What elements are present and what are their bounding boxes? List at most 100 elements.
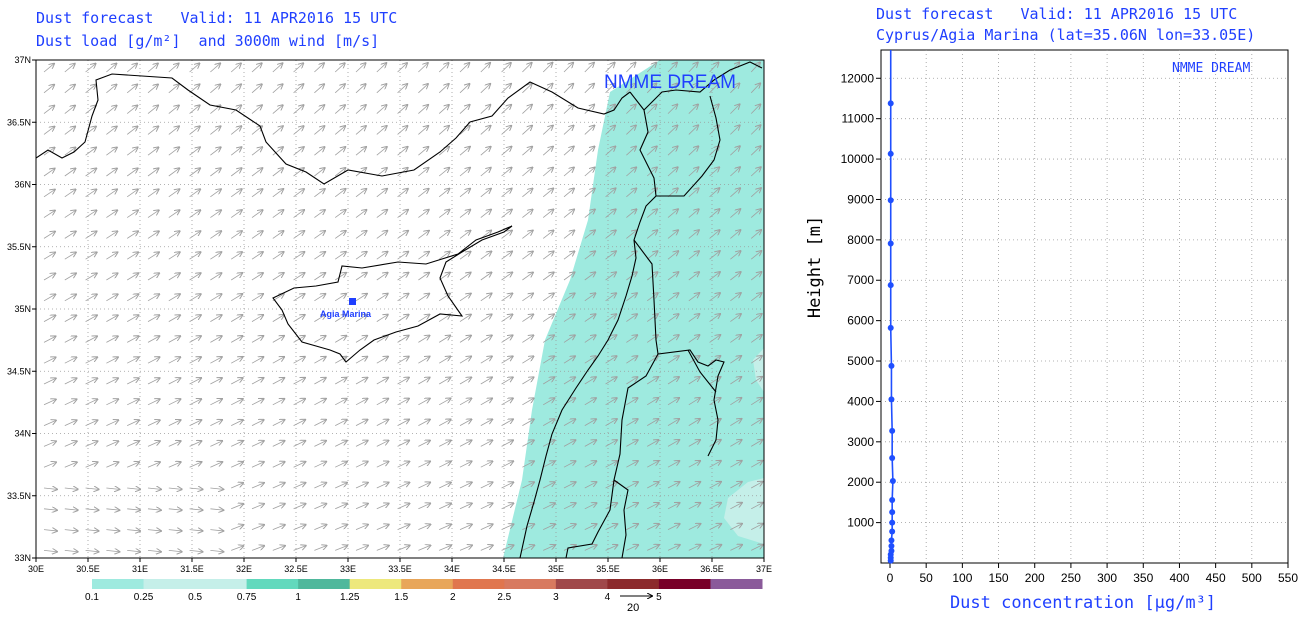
syria-turkey-border [643, 61, 763, 111]
wind-arrow [64, 169, 76, 177]
map-title-line1: Dust forecast Valid: 11 APR2016 15 UTC [36, 9, 398, 27]
wind-arrows-layer [43, 62, 763, 551]
wind-arrow [272, 399, 285, 406]
wind-arrow [147, 399, 160, 406]
wind-arrow [438, 105, 449, 114]
wind-arrow [750, 419, 762, 426]
wind-arrow [688, 209, 699, 218]
wind-arrow [709, 482, 721, 489]
wind-arrow [210, 509, 223, 510]
wind-arrow [106, 399, 118, 406]
wind-arrow [210, 315, 221, 322]
wind-arrow [750, 272, 761, 281]
wind-arrow [438, 273, 450, 281]
colorbar-label: 2.5 [497, 592, 511, 603]
colorbar-label: 0.75 [237, 592, 257, 603]
wind-arrow [730, 230, 740, 239]
wind-arrow [397, 189, 408, 198]
wind-arrow [189, 336, 201, 343]
wind-arrow [418, 189, 428, 198]
wind-arrow [688, 545, 701, 551]
map-lon-label: 30.5E [76, 564, 100, 574]
wind-arrow [480, 524, 493, 530]
wind-arrow [335, 357, 346, 364]
wind-arrow [418, 126, 428, 135]
wind-arrow [605, 272, 616, 281]
wind-arrow [542, 189, 553, 198]
wind-arrow [418, 419, 429, 426]
wind-arrow [438, 147, 449, 156]
wind-arrow [626, 482, 638, 489]
wind-arrow [501, 210, 512, 218]
wind-arrow [501, 524, 514, 530]
wind-arrow [750, 146, 760, 156]
wind-arrow [543, 461, 555, 468]
wind-arrow [750, 230, 761, 239]
wind-arrow [667, 167, 678, 177]
wind-arrow [230, 189, 242, 198]
wind-arrow [64, 252, 76, 260]
wind-arrow [605, 545, 618, 551]
wind-arrow [43, 530, 57, 531]
wind-arrow [272, 189, 283, 198]
wind-arrow [126, 147, 137, 156]
wind-arrow [272, 84, 283, 94]
wind-arrow [272, 504, 285, 510]
wind-arrow [85, 509, 99, 510]
map-lon-label: 32E [236, 564, 252, 574]
wind-arrow [667, 104, 677, 114]
wind-arrow [647, 524, 659, 530]
profile-y-tick-label: 11000 [842, 112, 875, 126]
wind-arrow [355, 189, 366, 198]
wind-arrow [230, 210, 242, 218]
wind-arrow [480, 63, 490, 73]
wind-arrow [293, 231, 305, 239]
wind-arrow [64, 273, 76, 281]
wind-arrow [85, 168, 97, 177]
wind-arrow [251, 210, 263, 218]
wind-arrow [210, 441, 222, 447]
wind-arrow [127, 315, 138, 322]
wind-arrow [85, 315, 97, 322]
wind-arrow [168, 420, 181, 426]
wind-arrow [376, 462, 389, 468]
wind-arrow [210, 189, 221, 198]
wind-arrow [480, 398, 492, 406]
wind-arrow [646, 419, 658, 426]
map-lon-label: 37E [756, 564, 772, 574]
wind-arrow [43, 336, 56, 343]
wind-arrow [127, 462, 139, 468]
dust-profile-chart: 0 50 100 150 200 250 300 350 400 450 500 550 1000 200… [805, 49, 1298, 613]
wind-arrow [64, 441, 77, 447]
wind-arrow [480, 189, 491, 198]
wind-arrow [147, 420, 160, 426]
wind-arrow [106, 462, 118, 468]
wind-arrow [126, 210, 138, 218]
wind-arrow [626, 146, 636, 156]
wind-arrow [251, 105, 262, 114]
wind-arrow [397, 545, 410, 551]
wind-arrow [64, 357, 77, 364]
profile-y-tick-label: 9000 [847, 192, 874, 206]
wind-arrow [293, 63, 304, 73]
wind-arrow [584, 188, 595, 198]
wind-arrow [335, 441, 347, 447]
wind-arrow [709, 209, 720, 218]
wind-arrow [210, 550, 223, 551]
wind-arrow [709, 83, 719, 94]
wind-arrow [106, 530, 119, 531]
wind-arrow [106, 106, 116, 114]
wind-arrow [730, 482, 741, 489]
wind-arrow [522, 63, 531, 73]
profile-title: Dust forecast Valid: 11 APR2016 15 UTC [876, 5, 1238, 23]
profile-point [887, 100, 894, 107]
wind-arrow [64, 550, 78, 551]
colorbar-segment [555, 579, 608, 589]
wind-arrow [418, 482, 430, 489]
wind-arrow [522, 356, 533, 364]
wind-arrow [584, 167, 595, 177]
wind-arrow [106, 420, 118, 426]
wind-arrow [85, 399, 98, 406]
wind-arrow [750, 293, 761, 302]
wind-arrow [667, 545, 680, 551]
